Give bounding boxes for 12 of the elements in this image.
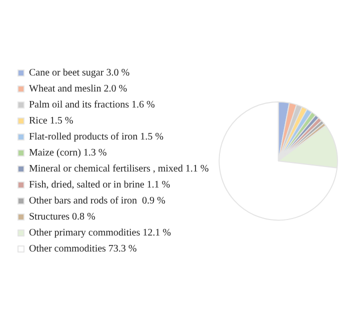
legend-label: Fish, dried, salted or in brine 1.1 % <box>29 180 170 191</box>
legend-label: Other bars and rods of iron 0.9 % <box>29 196 166 207</box>
legend-label: Other primary commodities 12.1 % <box>29 228 171 239</box>
legend-label: Cane or beet sugar 3.0 % <box>29 68 130 79</box>
legend-label: Flat-rolled products of iron 1.5 % <box>29 132 164 143</box>
legend-label: Maize (corn) 1.3 % <box>29 148 107 159</box>
legend-label: Wheat and meslin 2.0 % <box>29 84 128 95</box>
legend-label: Other commodities 73.3 % <box>29 244 137 255</box>
legend-label: Structures 0.8 % <box>29 212 96 223</box>
legend-label: Rice 1.5 % <box>29 116 74 127</box>
legend-label: Mineral or chemical fertilisers , mixed 1.1 % <box>29 164 209 175</box>
legend-label: Palm oil and its fractions 1.6 % <box>29 100 155 111</box>
